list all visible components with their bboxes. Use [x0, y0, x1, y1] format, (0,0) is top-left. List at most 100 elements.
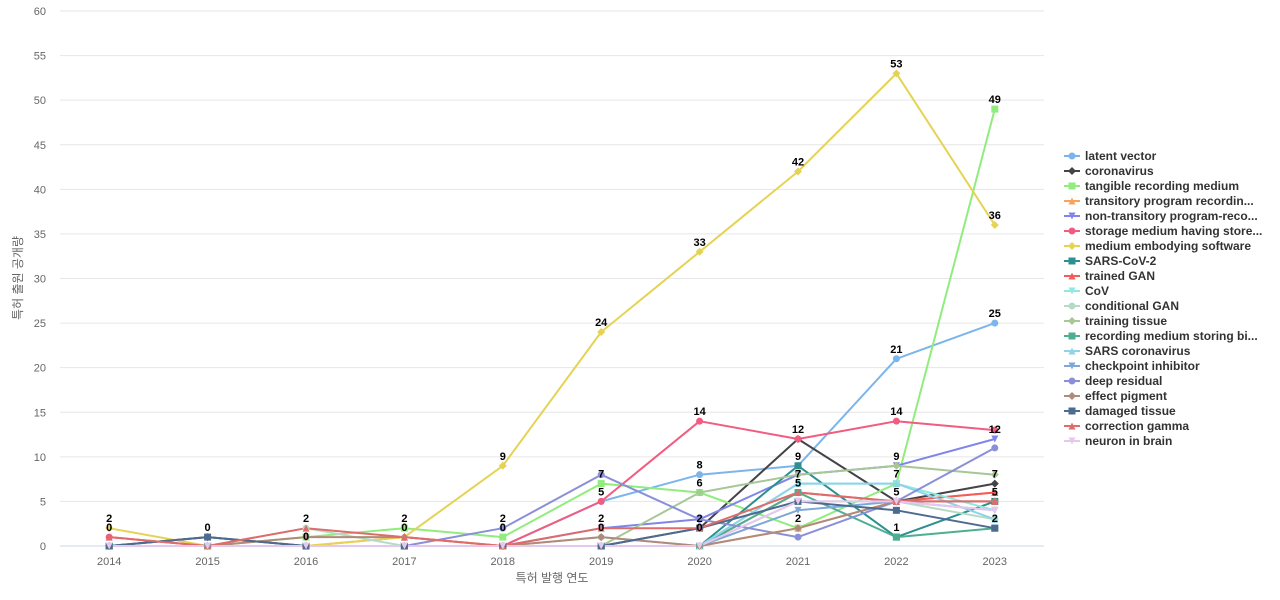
data-label: 7	[598, 469, 604, 481]
legend-item[interactable]: tangible recording medium	[1064, 179, 1239, 193]
data-label: 25	[989, 308, 1001, 320]
legend-item[interactable]: conditional GAN	[1064, 299, 1179, 313]
data-label: 1	[893, 522, 899, 534]
data-point-marker	[597, 497, 605, 505]
y-axis-title: 특허 출원 공개량	[11, 236, 25, 320]
legend-item[interactable]: neuron in brain	[1064, 434, 1172, 448]
legend-label: SARS coronavirus	[1085, 344, 1191, 358]
legend-label: effect pigment	[1085, 389, 1167, 403]
data-label: 12	[792, 424, 804, 436]
data-point-marker	[1068, 362, 1076, 370]
data-point-marker	[892, 69, 901, 78]
data-point-marker	[1068, 287, 1076, 295]
legend-item[interactable]: effect pigment	[1064, 389, 1167, 403]
series-line	[109, 491, 995, 547]
y-tick-label: 0	[40, 541, 46, 553]
legend-item[interactable]: coronavirus	[1064, 164, 1154, 178]
legend-item[interactable]: latent vector	[1064, 149, 1157, 163]
y-tick-label: 20	[34, 363, 46, 375]
legend-item[interactable]: trained GAN	[1064, 269, 1155, 283]
data-label: 2	[500, 513, 506, 525]
x-tick-label: 2018	[491, 556, 515, 568]
data-point-marker	[696, 471, 704, 479]
data-point-marker	[991, 444, 999, 452]
data-point-marker	[990, 470, 999, 479]
legend-item[interactable]: damaged tissue	[1064, 404, 1176, 418]
series-line	[109, 464, 996, 547]
data-point-marker	[1068, 317, 1076, 325]
legend-label: neuron in brain	[1085, 434, 1172, 448]
data-point-marker	[892, 417, 900, 425]
legend-item[interactable]: correction gamma	[1064, 419, 1189, 433]
data-label: 2	[401, 513, 407, 525]
data-label: 0	[303, 531, 309, 543]
data-point-marker	[991, 515, 999, 523]
y-tick-label: 15	[34, 407, 46, 419]
x-tick-label: 2014	[97, 556, 121, 568]
series-line	[109, 447, 996, 547]
x-tick-label: 2020	[687, 556, 711, 568]
data-label: 0	[106, 522, 112, 534]
data-point-marker	[1068, 272, 1076, 280]
data-point-marker	[695, 247, 704, 256]
data-point-marker	[794, 497, 802, 505]
data-point-marker	[892, 497, 900, 505]
y-tick-label: 40	[34, 184, 46, 196]
data-point-marker	[696, 515, 704, 523]
legend-item[interactable]: SARS coronavirus	[1064, 344, 1191, 358]
data-point-marker	[1068, 152, 1076, 160]
y-tick-label: 60	[34, 6, 46, 18]
data-point-marker	[794, 167, 802, 176]
legend-label: storage medium having store...	[1085, 224, 1262, 238]
data-point-marker	[597, 524, 605, 532]
x-tick-label: 2021	[786, 556, 810, 568]
y-tick-label: 55	[34, 51, 46, 63]
legend-label: non-transitory program-reco...	[1085, 209, 1258, 223]
legend-label: training tissue	[1085, 314, 1167, 328]
data-point-marker	[302, 542, 310, 550]
y-tick-label: 45	[34, 140, 46, 152]
legend-item[interactable]: SARS-CoV-2	[1064, 254, 1157, 268]
data-point-marker	[892, 461, 901, 470]
data-point-marker	[1068, 422, 1076, 430]
data-point-marker	[794, 470, 802, 479]
data-point-marker	[696, 542, 704, 550]
data-point-marker	[991, 524, 999, 532]
legend-item[interactable]: recording medium storing bi...	[1064, 329, 1258, 343]
data-label: 12	[989, 424, 1001, 436]
data-point-marker	[302, 524, 310, 532]
legend-item[interactable]: CoV	[1064, 284, 1109, 298]
data-point-marker	[991, 506, 999, 514]
data-label: 2	[303, 513, 309, 525]
data-label: 9	[893, 451, 899, 463]
data-label: 5	[795, 478, 801, 490]
data-label: 49	[989, 94, 1001, 106]
legend-item[interactable]: medium embodying software	[1064, 239, 1251, 253]
data-label: 5	[598, 486, 604, 498]
data-point-marker	[105, 524, 114, 533]
legend-label: coronavirus	[1085, 164, 1154, 178]
legend-item[interactable]: training tissue	[1064, 314, 1167, 328]
data-point-marker	[892, 480, 900, 488]
data-point-marker	[597, 480, 605, 488]
legend-item[interactable]: deep residual	[1064, 374, 1162, 388]
series-markers	[105, 69, 999, 550]
legend-item[interactable]: non-transitory program-reco...	[1064, 209, 1258, 223]
data-point-marker	[105, 533, 113, 541]
x-tick-label: 2022	[884, 556, 908, 568]
legend-item[interactable]: transitory program recordin...	[1064, 194, 1254, 208]
x-tick-label: 2016	[294, 556, 318, 568]
data-point-marker	[1068, 407, 1076, 415]
data-point-marker	[597, 471, 605, 479]
legend-label: SARS-CoV-2	[1085, 254, 1157, 268]
data-point-marker	[499, 542, 507, 550]
data-point-marker	[991, 435, 999, 443]
legend-label: correction gamma	[1085, 419, 1189, 433]
data-point-marker	[302, 533, 310, 542]
data-point-marker	[1068, 392, 1076, 400]
legend-item[interactable]: checkpoint inhibitor	[1064, 359, 1200, 373]
data-point-marker	[991, 489, 999, 496]
legend-item[interactable]: storage medium having store...	[1064, 224, 1262, 238]
